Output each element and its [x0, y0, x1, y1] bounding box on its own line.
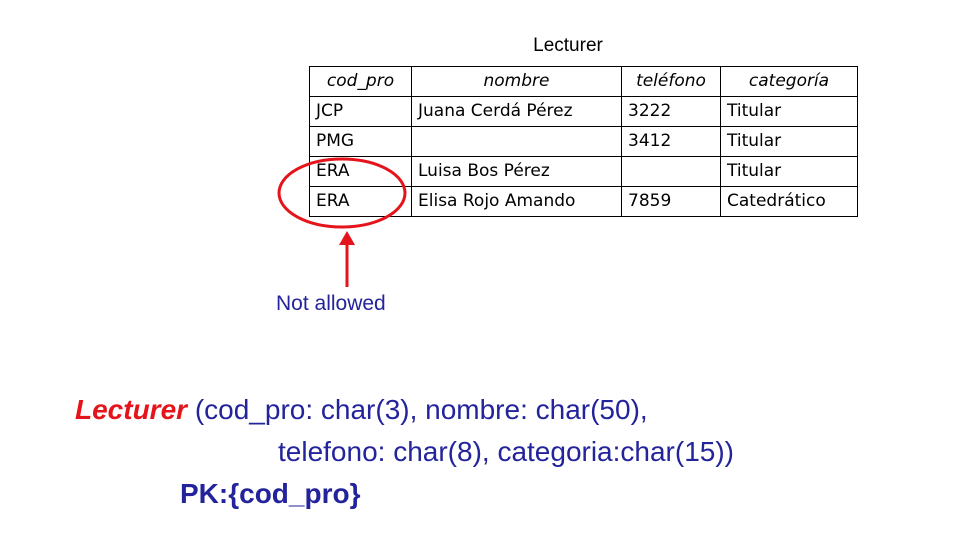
cell-telefono: 3412: [621, 126, 721, 157]
header-nombre: nombre: [411, 66, 622, 97]
schema-attributes-1: (cod_pro: char(3), nombre: char(50),: [187, 394, 648, 425]
cell-nombre: Elisa Rojo Amando: [411, 186, 622, 217]
table-title: Lecturer: [533, 35, 603, 56]
header-categoria: categoría: [720, 66, 858, 97]
relation-name: Lecturer: [75, 394, 188, 425]
header-telefono: teléfono: [621, 66, 721, 97]
cell-categoria: Catedrático: [720, 186, 858, 217]
table-header-row: cod_pro nombre teléfono categoría: [309, 66, 858, 97]
header-cod-pro: cod_pro: [309, 66, 412, 97]
cell-categoria: Titular: [720, 126, 858, 157]
duplicate-key-circle: [277, 157, 407, 229]
cell-categoria: Titular: [720, 96, 858, 127]
schema-line-1: Lecturer (cod_pro: char(3), nombre: char…: [75, 394, 648, 426]
cell-telefono: [621, 156, 721, 187]
table-row: ERA Elisa Rojo Amando 7859 Catedrático: [309, 186, 858, 217]
arrow-up-icon: [339, 231, 355, 245]
cell-telefono: 3222: [621, 96, 721, 127]
schema-line-2: telefono: char(8), categoria:char(15)): [278, 436, 734, 467]
table-row: JCP Juana Cerdá Pérez 3222 Titular: [309, 96, 858, 127]
primary-key: PK:{cod_pro}: [180, 478, 361, 509]
not-allowed-label: Not allowed: [276, 292, 386, 315]
cell-nombre: [411, 126, 622, 157]
cell-categoria: Titular: [720, 156, 858, 187]
cell-telefono: 7859: [621, 186, 721, 217]
cell-nombre: Luisa Bos Pérez: [411, 156, 622, 187]
